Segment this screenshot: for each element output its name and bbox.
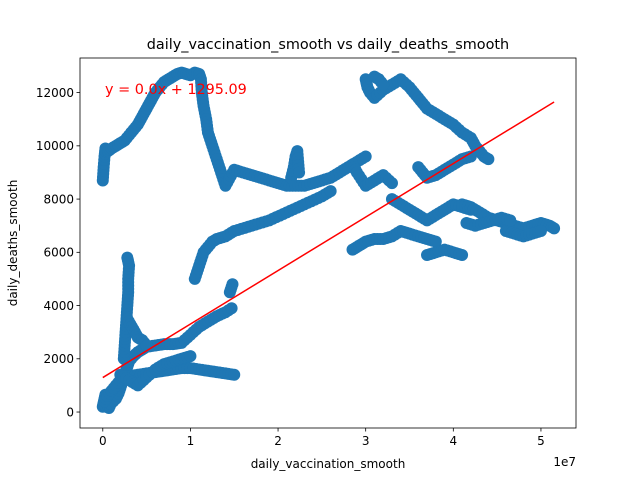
scatter-point [228,368,241,381]
x-axis-offset-label: 1e7 [553,455,576,469]
chart-title: daily_vaccination_smooth vs daily_deaths… [147,37,509,53]
scatter-point [548,222,561,235]
y-tick-label: 8000 [43,192,74,206]
x-tick-label: 0 [99,434,107,448]
scatter-point [324,185,337,198]
scatter-point [482,153,495,166]
x-tick-label: 1 [187,434,195,448]
scatter-point [293,166,306,179]
scatter-point [377,78,390,91]
scatter-point [534,225,547,238]
y-tick-label: 12000 [36,86,74,100]
scatter-point [140,339,153,352]
scatter-points [96,66,561,415]
scatter-point [429,235,442,248]
scatter-point [225,302,238,315]
x-axis-label: daily_vaccination_smooth [251,457,406,471]
x-tick-label: 2 [274,434,282,448]
x-tick-label: 3 [362,434,370,448]
x-axis: 0 1 2 3 4 5 [99,428,545,448]
scatter-point [464,150,477,163]
y-tick-label: 2000 [43,352,74,366]
y-tick-label: 6000 [43,246,74,260]
scatter-point [504,214,517,227]
regression-line [102,101,555,379]
plot-frame [79,57,577,429]
scatter-point [385,177,398,190]
y-tick-label: 4000 [43,299,74,313]
y-axis: 0 2000 4000 6000 8000 10000 12000 [36,86,80,419]
y-axis-label: daily_deaths_smooth [6,180,20,307]
scatter-point [184,350,197,363]
scatter-point [121,251,134,264]
scatter-point [359,150,372,163]
regression-line-group [102,101,555,379]
y-tick-label: 10000 [36,139,74,153]
regression-equation: y = 0.0x + 1295.09 [105,82,247,98]
scatter-point [456,248,469,261]
scatter-point [223,286,236,299]
y-tick-label: 0 [66,405,74,419]
x-tick-label: 5 [537,434,545,448]
x-tick-label: 4 [449,434,457,448]
